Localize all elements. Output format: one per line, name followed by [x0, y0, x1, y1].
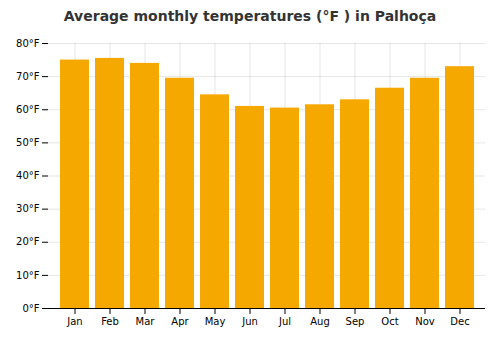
svg-text:Aug: Aug: [310, 316, 330, 327]
svg-text:Oct: Oct: [381, 316, 398, 327]
svg-text:Mar: Mar: [136, 316, 156, 327]
svg-text:80°F: 80°F: [16, 38, 40, 49]
svg-text:Jul: Jul: [278, 316, 291, 327]
svg-text:Nov: Nov: [415, 316, 435, 327]
svg-text:10°F: 10°F: [16, 270, 40, 281]
svg-text:20°F: 20°F: [16, 236, 40, 247]
svg-text:Dec: Dec: [450, 316, 469, 327]
svg-text:60°F: 60°F: [16, 104, 40, 115]
svg-text:Jan: Jan: [66, 316, 82, 327]
svg-text:40°F: 40°F: [16, 170, 40, 181]
svg-text:30°F: 30°F: [16, 203, 40, 214]
svg-text:Sep: Sep: [346, 316, 365, 327]
svg-text:Feb: Feb: [101, 316, 119, 327]
svg-text:May: May: [205, 316, 226, 327]
svg-text:Apr: Apr: [171, 316, 189, 327]
html-text:Average monthly temperatures (: Average monthly temperatures (°F ) in Pa…: [63, 8, 437, 24]
svg-text:Jun: Jun: [241, 316, 258, 327]
svg-text:50°F: 50°F: [16, 137, 40, 148]
svg-text:0°F: 0°F: [22, 303, 39, 314]
svg-text:70°F: 70°F: [16, 71, 40, 82]
